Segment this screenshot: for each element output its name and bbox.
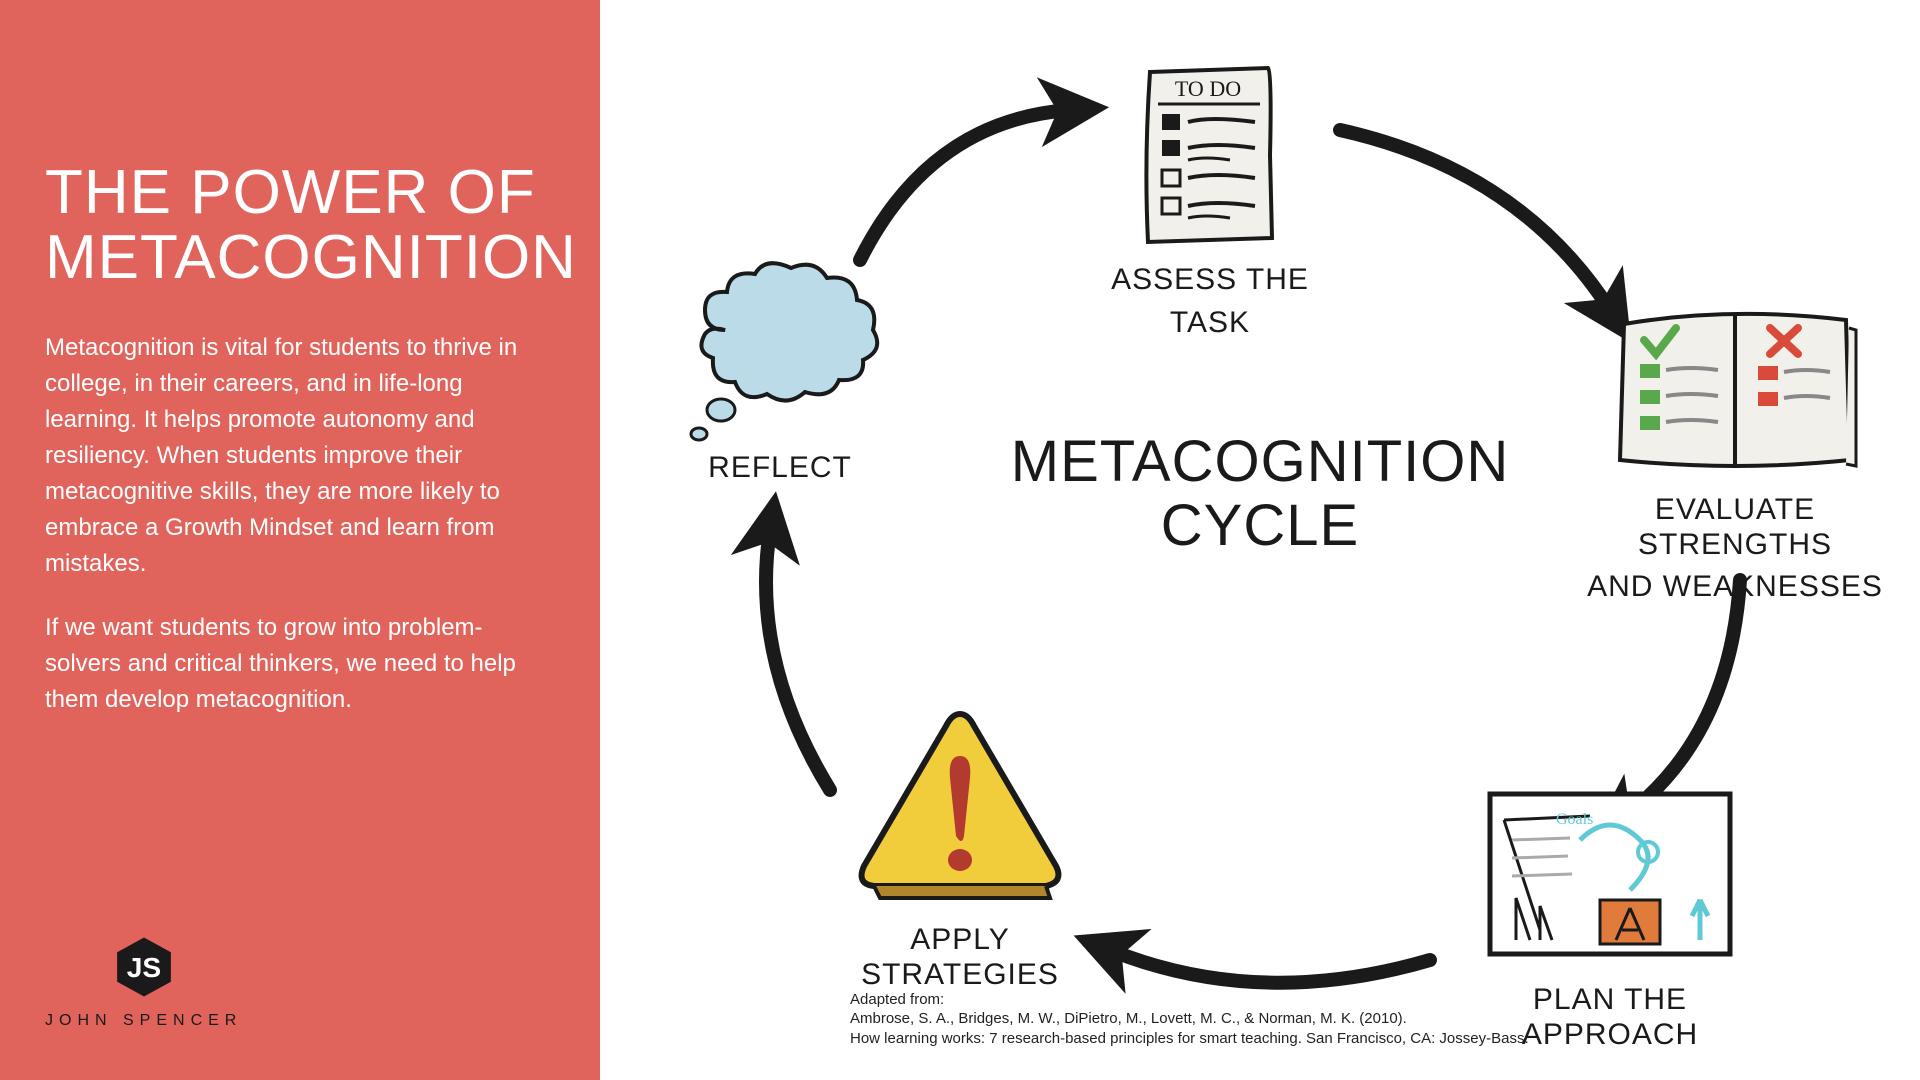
checklist-book-icon: [1610, 467, 1860, 484]
cycle-title-line2: CYCLE: [1011, 494, 1509, 558]
author-logo: JS JOHN SPENCER: [45, 935, 242, 1030]
svg-text:TO DO: TO DO: [1175, 76, 1241, 101]
node-evaluate-label1: EVALUATE STRENGTHS: [1570, 493, 1900, 562]
node-evaluate: EVALUATE STRENGTHS AND WEAKNESSES: [1570, 300, 1900, 605]
node-assess-label1: ASSESS THE: [1080, 263, 1340, 298]
todo-list-icon: TO DO: [1130, 237, 1290, 254]
sidebar: THE POWER OF METACOGNITION Metacognition…: [0, 0, 600, 1080]
svg-text:Goals: Goals: [1556, 811, 1593, 828]
whiteboard-plan-icon: Goals: [1480, 957, 1740, 974]
paragraph-1: Metacognition is vital for students to t…: [45, 330, 555, 582]
node-reflect: REFLECT: [660, 260, 900, 486]
node-reflect-label1: REFLECT: [660, 451, 900, 486]
citation: Adapted from: Ambrose, S. A., Bridges, M…: [850, 990, 1529, 1049]
node-assess: TO DO ASSESS THE TASK: [1080, 60, 1340, 340]
citation-line2: How learning works: 7 research-based pri…: [850, 1029, 1529, 1049]
node-apply-label1: APPLY STRATEGIES: [810, 923, 1110, 992]
citation-heading: Adapted from:: [850, 990, 1529, 1010]
cycle-center-title: METACOGNITION CYCLE: [1011, 430, 1509, 558]
cycle-diagram: METACOGNITION CYCLE TO DO ASSESS THE T: [600, 0, 1920, 1080]
page-title: THE POWER OF METACOGNITION: [45, 160, 555, 290]
warning-triangle-icon: [850, 897, 1070, 914]
node-apply: APPLY STRATEGIES: [810, 700, 1110, 992]
logo-text: JOHN SPENCER: [45, 1012, 242, 1030]
svg-text:JS: JS: [126, 952, 160, 983]
node-evaluate-label2: AND WEAKNESSES: [1570, 570, 1900, 605]
js-hex-icon: JS: [112, 935, 176, 1004]
node-assess-label2: TASK: [1080, 306, 1340, 341]
citation-line1: Ambrose, S. A., Bridges, M. W., DiPietro…: [850, 1009, 1529, 1029]
sidebar-body: Metacognition is vital for students to t…: [45, 330, 555, 746]
cycle-title-line1: METACOGNITION: [1011, 430, 1509, 494]
paragraph-2: If we want students to grow into problem…: [45, 610, 555, 718]
